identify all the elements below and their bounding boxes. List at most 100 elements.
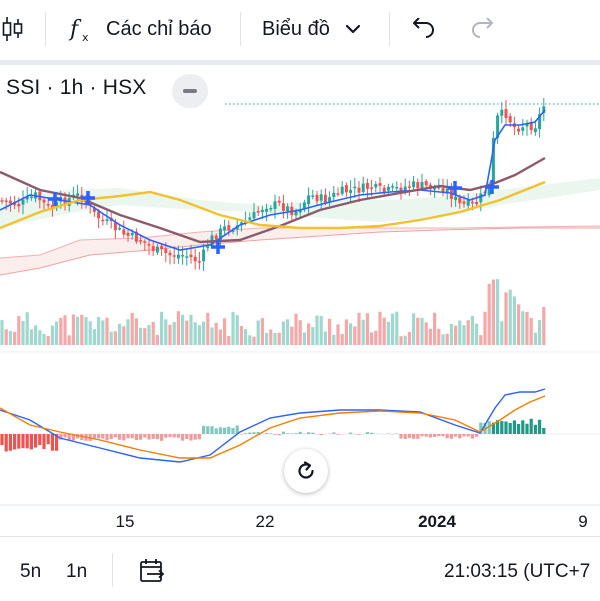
volume-bar: [26, 312, 29, 345]
macd-histogram-bar: [38, 434, 41, 445]
calendar-arrow-icon: [138, 557, 166, 585]
volume-bar: [542, 307, 545, 345]
candle-body: [114, 223, 117, 231]
candle-body: [143, 241, 146, 243]
volume-bar: [156, 335, 159, 345]
macd-line: [0, 389, 545, 462]
macd-histogram-bar: [336, 434, 339, 435]
volume-bar: [194, 322, 197, 345]
candle-body: [383, 188, 386, 192]
macd-histogram-bar: [21, 434, 24, 448]
volume-bar: [370, 332, 373, 345]
macd-histogram-bar: [231, 428, 234, 434]
volume-bar: [215, 323, 218, 345]
volume-bar: [290, 327, 293, 345]
candle-body: [169, 253, 172, 256]
volume-bar: [198, 325, 201, 345]
macd-histogram-bar: [122, 434, 125, 440]
candle-body: [9, 201, 12, 204]
macd-histogram-bar: [311, 433, 314, 434]
macd-histogram-bar: [278, 434, 281, 435]
volume-bar: [387, 322, 390, 345]
candle-body: [421, 182, 424, 188]
macd-histogram-bar: [215, 428, 218, 434]
candle-body: [366, 183, 369, 189]
volume-bar: [332, 335, 335, 345]
candle-body: [278, 201, 281, 203]
toolbar-separator: [112, 553, 113, 587]
volume-bar: [479, 335, 482, 345]
volume-bar: [202, 322, 205, 345]
volume-bar: [349, 323, 352, 345]
candle-body: [358, 188, 361, 193]
macd-histogram-bar: [68, 434, 71, 440]
volume-bar: [475, 324, 478, 345]
volume-bar: [30, 329, 33, 345]
macd-histogram-bar: [248, 433, 251, 434]
volume-bar: [189, 315, 192, 345]
time-zone-clock[interactable]: 21:03:15 (UTC+7: [444, 561, 590, 583]
macd-histogram-bar: [152, 434, 155, 439]
volume-bar: [219, 330, 222, 345]
macd-histogram-bar: [454, 434, 457, 437]
volume-bar: [328, 319, 331, 345]
macd-histogram-bar: [135, 434, 138, 440]
volume-bar: [231, 312, 234, 345]
volume-bar: [59, 318, 62, 345]
macd-histogram-bar: [458, 434, 461, 438]
macd-histogram-bar: [475, 434, 478, 437]
macd-histogram-bar: [198, 434, 201, 439]
macd-histogram-bar: [42, 434, 45, 449]
x-axis-label: 15: [116, 512, 135, 532]
candle-body: [316, 195, 319, 201]
volume-bar: [21, 321, 24, 345]
macd-histogram-bar: [34, 434, 37, 448]
macd-histogram-bar: [513, 420, 516, 434]
volume-bar: [467, 320, 470, 345]
macd-histogram-bar: [525, 424, 528, 434]
macd-histogram-bar: [307, 432, 310, 434]
macd-histogram-bar: [467, 434, 470, 436]
volume-bar: [42, 334, 45, 345]
volume-bar: [118, 324, 121, 345]
candle-body: [118, 228, 121, 230]
volume-bar: [265, 333, 268, 345]
macd-histogram-bar: [273, 434, 276, 435]
volume-bar: [496, 279, 499, 345]
candle-body: [341, 187, 344, 194]
macd-histogram-bar: [223, 428, 226, 434]
macd-histogram-bar: [156, 434, 159, 439]
candle-body: [425, 181, 428, 185]
volume-bar: [244, 329, 247, 345]
candle-body: [286, 206, 289, 211]
symbol-legend[interactable]: SSI · 1h · HSX: [6, 76, 147, 100]
volume-bar: [408, 332, 411, 345]
candle-body: [412, 181, 415, 187]
x-axis-label: 22: [256, 512, 275, 532]
macd-histogram-bar: [286, 433, 289, 434]
candle-body: [374, 184, 377, 187]
volume-bar: [429, 329, 432, 345]
macd-histogram-bar: [534, 425, 537, 434]
macd-histogram-bar: [173, 434, 176, 437]
candle-body: [253, 212, 256, 218]
reset-chart-button[interactable]: [284, 449, 328, 493]
collapse-legend-button[interactable]: [172, 74, 208, 108]
macd-histogram-bar: [500, 421, 503, 434]
candle-body: [139, 240, 142, 242]
volume-bar: [147, 325, 150, 345]
candle-body: [408, 186, 411, 188]
volume-bar: [303, 333, 306, 345]
macd-histogram-bar: [164, 434, 167, 438]
range-1y-button[interactable]: 1n: [66, 561, 87, 583]
macd-histogram-bar: [349, 433, 352, 434]
volume-bar: [488, 284, 491, 345]
volume-bar: [362, 320, 365, 345]
range-5y-button[interactable]: 5n: [20, 561, 41, 583]
candle-body: [379, 183, 382, 186]
volume-bar: [9, 331, 12, 345]
candle-body: [131, 233, 134, 235]
volume-bar: [47, 336, 50, 345]
go-to-date-button[interactable]: [138, 557, 166, 590]
volume-bar: [210, 327, 213, 345]
